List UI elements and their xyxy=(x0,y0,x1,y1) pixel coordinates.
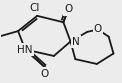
Text: O: O xyxy=(94,24,102,34)
Text: O: O xyxy=(64,4,72,14)
Text: N: N xyxy=(72,37,79,46)
Text: HN: HN xyxy=(17,44,33,55)
Text: O: O xyxy=(40,69,48,79)
Text: Cl: Cl xyxy=(30,3,40,13)
